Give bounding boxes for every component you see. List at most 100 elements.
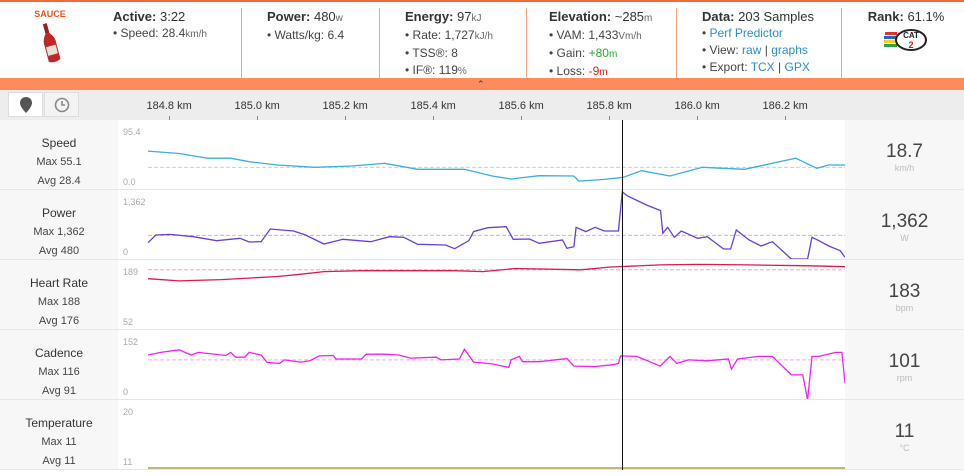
speed-series-line [147, 150, 845, 182]
chart-row-power: Power Max 1,362 Avg 480 1,362 0 1,362 W [0, 190, 964, 260]
temperature-avg: Avg 11 [42, 455, 76, 467]
double-chevron-up-icon[interactable]: ⌃ [477, 79, 485, 89]
cursor-line[interactable] [622, 120, 624, 470]
export-gpx-link[interactable]: GPX [784, 60, 810, 74]
temperature-name: Temperature [25, 416, 93, 430]
power-current-value: 1,362 [880, 211, 929, 232]
loss-unit: m [599, 67, 608, 78]
time-mode-button[interactable] [44, 92, 79, 117]
power-label-panel: Power Max 1,362 Avg 480 [0, 190, 118, 259]
clock-icon [54, 97, 69, 112]
collapse-header-bar[interactable] [0, 78, 964, 90]
axis-tick-label: 185.8 km [586, 100, 632, 112]
summary-header: SAUCE Active: 3:22 • Speed: 28.4km/h Pow… [0, 2, 964, 78]
separator: | [764, 43, 768, 57]
elevation-unit: m [644, 13, 653, 24]
cadence-y-max-label: 152 [123, 337, 139, 347]
gain-value: +80 [588, 46, 609, 60]
temperature-max: Max 11 [41, 436, 77, 448]
temperature-unit: °C [899, 443, 910, 453]
divider [241, 8, 242, 78]
loss-label: Loss: [556, 64, 586, 78]
active-value: 3:22 [159, 9, 186, 24]
view-raw-link[interactable]: raw [742, 43, 762, 57]
power-y-min-label: 0 [123, 247, 129, 257]
divider [841, 8, 842, 78]
heart-rate-y-min-label: 52 [123, 317, 134, 327]
cat-2-badge-icon: CAT 2 [884, 29, 927, 51]
axis-tick-label: 185.0 km [234, 100, 280, 112]
vam-unit: Vm/h [618, 31, 642, 42]
power-unit: W [900, 233, 909, 243]
speed-name: Speed [41, 136, 77, 150]
power-chart[interactable] [118, 190, 845, 259]
hot-sauce-bottle-icon [42, 23, 61, 63]
temperature-label-panel: Temperature Max 11 Avg 11 [0, 400, 118, 469]
view-graphs-link[interactable]: graphs [771, 43, 808, 57]
chart-row-speed: Speed Max 55.1 Avg 28.4 95.4 0.0 18.7 km… [0, 120, 964, 190]
tss-label: TSS®: [412, 46, 448, 60]
power-label: Power: [267, 9, 311, 24]
axis-tick-label: 185.2 km [322, 100, 368, 112]
heart-rate-label-panel: Heart Rate Max 188 Avg 176 [0, 260, 118, 329]
svg-text:2: 2 [908, 40, 913, 50]
rate-unit: kJ/h [474, 31, 493, 42]
speed-avg: Avg 28.4 [37, 175, 81, 187]
heart-rate-current-panel: 183 bpm [845, 260, 964, 329]
heart-rate-y-max-label: 189 [123, 267, 139, 277]
temperature-y-min-label: 11 [123, 457, 133, 467]
cadence-series-line [147, 348, 845, 399]
heart-rate-unit: bpm [895, 303, 914, 313]
axis-tick-mark [169, 116, 171, 120]
rate-label: Rate: [412, 28, 442, 42]
heart-rate-series-line [147, 263, 845, 282]
data-label: Data: [702, 9, 735, 24]
axis-tick-mark [609, 116, 611, 120]
cadence-label-panel: Cadence Max 116 Avg 91 [0, 330, 118, 399]
wkg-value: 6.4 [327, 28, 345, 42]
data-value: 203 Samples [738, 9, 815, 24]
vam-label: VAM: [556, 28, 585, 42]
elevation-label: Elevation: [549, 9, 612, 24]
gain-unit: m [608, 49, 618, 60]
axis-tick-mark [521, 116, 523, 120]
speed-current-value: 18.7 [886, 141, 923, 162]
axis-tick-label: 185.6 km [498, 100, 544, 112]
temperature-chart[interactable] [118, 400, 845, 469]
speed-chart[interactable] [118, 120, 845, 189]
sauce-logo: SAUCE [20, 9, 80, 70]
speed-unit: km/h [185, 29, 207, 40]
power-unit: w [335, 13, 343, 24]
heart-rate-name: Heart Rate [29, 276, 89, 290]
speed-label-panel: Speed Max 55.1 Avg 28.4 [0, 120, 118, 189]
distance-mode-button[interactable] [8, 92, 43, 117]
cadence-chart[interactable] [118, 330, 845, 399]
top-accent-line [0, 0, 964, 2]
vam-value: 1,433 [588, 28, 619, 42]
chart-row-temperature: Temperature Max 11 Avg 11 20 11 11 °C [0, 400, 964, 470]
rank-value: 61.1% [907, 9, 945, 24]
perf-predictor-link[interactable]: Perf Predictor [709, 26, 783, 40]
speed-value: 28.4 [161, 26, 186, 40]
elevation-stats: Elevation: ~285m • VAM: 1,433Vm/h • Gain… [549, 9, 653, 78]
separator: | [778, 60, 782, 74]
cadence-y-min-label: 0 [123, 387, 129, 397]
speed-max: Max 55.1 [36, 156, 82, 168]
divider [676, 8, 677, 78]
power-max: Max 1,362 [33, 226, 85, 238]
heart-rate-current-value: 183 [888, 281, 921, 302]
axis-tick-mark [433, 116, 435, 120]
wkg-label: Watts/kg: [274, 28, 325, 42]
logo-text: SAUCE [34, 9, 66, 19]
rank-stats: Rank: 61.1% CAT 2 [866, 8, 946, 57]
power-current-panel: 1,362 W [845, 190, 964, 259]
axis-tick-mark [697, 116, 699, 120]
divider [379, 8, 380, 78]
power-avg: Avg 480 [38, 245, 80, 257]
heart-rate-avg: Avg 176 [38, 315, 80, 327]
export-tcx-link[interactable]: TCX [750, 60, 775, 74]
data-stats: Data: 203 Samples • Perf Predictor • Vie… [702, 9, 815, 74]
gain-label: Gain: [556, 46, 586, 60]
heart-rate-chart[interactable] [118, 260, 845, 329]
cadence-avg: Avg 91 [41, 385, 77, 397]
